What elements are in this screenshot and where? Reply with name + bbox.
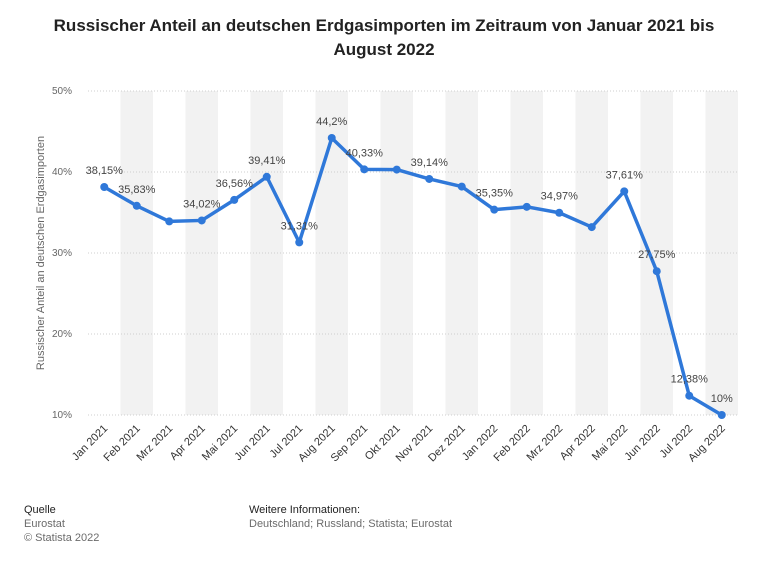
x-tick-label: Mrz 2022 (524, 423, 565, 464)
y-tick-label: 50% (52, 86, 72, 97)
source-name: Eurostat (24, 518, 65, 530)
x-tick-label: Jun 2022 (622, 423, 662, 463)
y-tick-label: 30% (52, 248, 72, 259)
data-point[interactable] (587, 223, 596, 232)
data-point[interactable] (295, 238, 304, 247)
data-point[interactable] (522, 202, 531, 211)
data-point[interactable] (132, 201, 141, 210)
data-label: 37,61% (606, 169, 644, 181)
data-point[interactable] (717, 411, 726, 419)
category-band (445, 91, 478, 415)
data-point[interactable] (327, 133, 336, 142)
data-label: 44,2% (316, 116, 347, 128)
data-label: 36,56% (216, 178, 254, 190)
data-point[interactable] (392, 165, 401, 174)
data-label: 31,31% (281, 220, 319, 232)
data-point[interactable] (197, 216, 206, 225)
info-text: Deutschland; Russland; Statista; Eurosta… (249, 518, 452, 530)
source-heading: Quelle (24, 504, 56, 516)
data-point[interactable] (620, 187, 629, 196)
chart-title: Russischer Anteil an deutschen Erdgasimp… (53, 16, 715, 59)
data-point[interactable] (652, 267, 661, 276)
data-label: 38,15% (86, 165, 124, 177)
info-heading: Weitere Informationen: (249, 504, 361, 516)
y-tick-label: 40% (52, 167, 72, 178)
data-label: 39,41% (248, 155, 286, 167)
data-point[interactable] (360, 165, 369, 174)
y-axis-title: Russischer Anteil an deutschen Erdgasimp… (35, 136, 47, 370)
data-label: 39,14% (411, 157, 449, 169)
data-point[interactable] (262, 172, 271, 181)
data-label: 34,97% (541, 191, 579, 203)
data-point[interactable] (685, 391, 694, 400)
data-point[interactable] (425, 174, 434, 183)
data-label: 12,38% (671, 374, 709, 386)
data-label: 27,75% (638, 249, 676, 261)
x-tick-label: Mrz 2021 (134, 423, 175, 464)
x-tick-label: Jun 2021 (232, 423, 272, 463)
data-label: 34,02% (183, 198, 221, 210)
data-point[interactable] (555, 208, 564, 217)
data-label: 35,83% (118, 184, 156, 196)
data-label: 40,33% (346, 147, 384, 159)
data-point[interactable] (490, 205, 499, 214)
data-point[interactable] (165, 217, 174, 226)
data-label: 35,35% (476, 188, 514, 200)
series-line (102, 136, 724, 417)
data-point[interactable] (230, 195, 239, 204)
data-label: 10% (711, 393, 733, 405)
y-tick-label: 10% (52, 410, 72, 421)
data-point[interactable] (457, 182, 466, 191)
y-tick-label: 20% (52, 329, 72, 340)
data-point[interactable] (100, 182, 109, 191)
copyright-text: © Statista 2022 (24, 532, 100, 544)
category-band (250, 91, 283, 415)
